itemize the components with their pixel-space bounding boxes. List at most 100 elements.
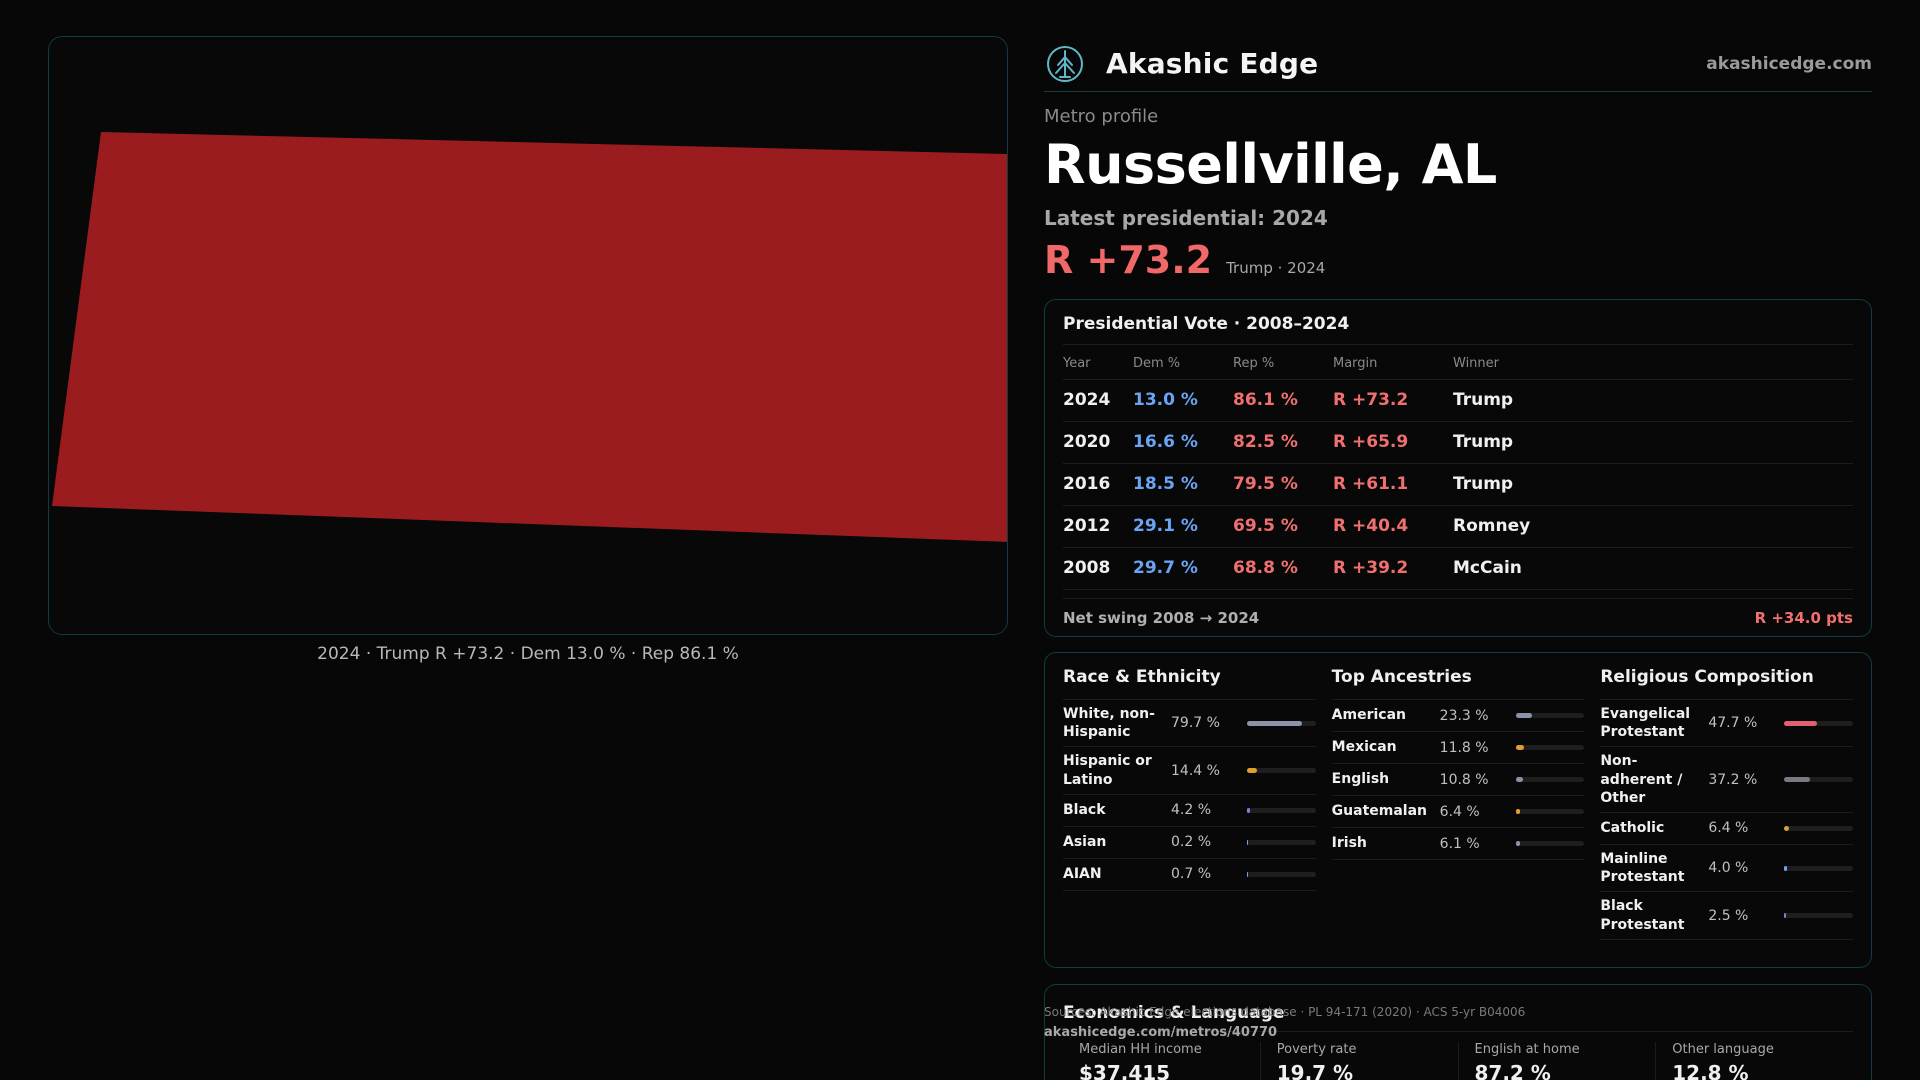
site-link[interactable]: akashicedge.com (1706, 53, 1872, 74)
economics-grid: Median HH income $37,415 Poverty rate 19… (1063, 1042, 1853, 1080)
item-value: 0.2 % (1171, 834, 1212, 851)
list-item: Asian 0.2 % (1063, 827, 1316, 859)
row-dem: 16.6 % (1133, 421, 1233, 464)
item-label: American (1331, 707, 1407, 724)
econ-label: English at home (1474, 1042, 1580, 1057)
item-value: 14.4 % (1171, 762, 1220, 779)
share-bar-fill (1515, 777, 1524, 782)
share-bar (1247, 807, 1316, 813)
share-bar-fill (1784, 777, 1810, 783)
economics-card: Economics & Language Median HH income $3… (1044, 984, 1872, 1080)
item-value: 6.1 % (1439, 835, 1480, 852)
metro-shape-map (52, 132, 1008, 542)
row-margin: R +61.1 (1333, 463, 1453, 506)
share-bar (1515, 809, 1585, 814)
row-winner: Trump (1453, 421, 1853, 464)
share-bar (1784, 865, 1854, 871)
item-value: 4.2 % (1171, 802, 1212, 819)
item-label: Black (1063, 802, 1106, 819)
ancestry-title: Top Ancestries (1331, 667, 1585, 700)
list-item: Black 4.2 % (1063, 795, 1316, 827)
item-label: Guatemalan (1331, 803, 1428, 820)
economics-title: Economics & Language (1063, 1003, 1853, 1032)
list-item: Catholic 6.4 % (1600, 813, 1854, 845)
share-bar-fill (1247, 768, 1257, 774)
presidential-vote-card: Presidential Vote · 2008–2024 Year Dem %… (1044, 299, 1872, 637)
row-winner: Trump (1453, 463, 1853, 506)
vote-table: Year Dem % Rep % Margin Winner 2024 13.0… (1063, 349, 1853, 590)
margin-value: R +73.2 (1044, 238, 1213, 283)
item-label: Evangelical Protestant (1600, 706, 1691, 741)
col-margin: Margin (1333, 349, 1453, 380)
tree-logo-icon (1047, 45, 1083, 82)
margin-summary: R +73.2 Trump · 2024 (1044, 238, 1872, 282)
row-margin: R +39.2 (1333, 547, 1453, 590)
brand-name: Akashic Edge (1106, 47, 1319, 80)
sources-note: Sources: Akashic Edge elections database… (1044, 1005, 1526, 1019)
religion-list: Evangelical Protestant 47.7 % Non-adherent… (1600, 700, 1854, 940)
share-bar (1247, 768, 1316, 774)
econ-value: 12.8 % (1672, 1061, 1749, 1080)
item-value: 6.4 % (1439, 803, 1480, 820)
demographics-card: Race & Ethnicity White, non-Hispanic 79.7… (1044, 652, 1872, 968)
col-year: Year (1063, 349, 1133, 380)
margin-subtitle: Trump · 2024 (1226, 259, 1326, 278)
row-rep: 69.5 % (1233, 505, 1333, 548)
share-bar-fill (1247, 871, 1249, 877)
row-dem: 29.1 % (1133, 505, 1233, 548)
list-item: Irish 6.1 % (1331, 828, 1585, 860)
share-bar-fill (1784, 913, 1787, 918)
econ-label: Other language (1672, 1042, 1774, 1057)
row-year: 2008 (1063, 547, 1133, 590)
item-value: 0.7 % (1171, 866, 1212, 883)
share-bar-fill (1784, 825, 1789, 831)
share-bar-fill (1515, 713, 1532, 718)
share-bar (1784, 825, 1854, 831)
item-label: Mexican (1331, 739, 1397, 756)
econ-label: Median HH income (1079, 1042, 1202, 1057)
item-value: 6.4 % (1708, 820, 1749, 837)
item-label: Mainline Protestant (1600, 850, 1685, 886)
share-bar-fill (1247, 807, 1250, 813)
list-item: Black Protestant 2.5 % (1600, 892, 1854, 940)
list-item: Non-adherent / Other 37.2 % (1600, 747, 1854, 813)
table-row: 2020 16.6 % 82.5 % R +65.9 Trump (1063, 421, 1853, 464)
source-url-link[interactable]: akashicedge.com/metros/40770 (1044, 1025, 1278, 1040)
swing-value: R +34.0 pts (1754, 608, 1853, 627)
item-label: Hispanic or Latino (1063, 753, 1152, 788)
item-value: 2.5 % (1708, 907, 1749, 924)
econ-cell: English at home 87.2 % (1457, 1042, 1656, 1080)
religion-section: Religious Composition Evangelical Protes… (1600, 667, 1854, 953)
list-item: Evangelical Protestant 47.7 % (1600, 700, 1854, 748)
col-dem: Dem % (1133, 349, 1233, 380)
share-bar (1515, 777, 1585, 782)
row-year: 2020 (1063, 421, 1133, 464)
latest-label: Latest presidential: 2024 (1044, 206, 1328, 231)
econ-value: 87.2 % (1474, 1061, 1551, 1080)
share-bar (1247, 871, 1316, 877)
list-item: Mexican 11.8 % (1331, 732, 1585, 764)
ancestry-list: American 23.3 % Mexican 11.8 % English 10.8 %… (1331, 700, 1585, 860)
share-bar (1247, 720, 1316, 726)
race-ethnicity-section: Race & Ethnicity White, non-Hispanic 79.7… (1063, 667, 1316, 953)
item-value: 37.2 % (1708, 771, 1758, 788)
econ-label: Poverty rate (1276, 1042, 1357, 1057)
metro-boundary-shape[interactable] (52, 132, 1008, 542)
item-label: Irish (1331, 835, 1367, 852)
profile-header: Akashic Edge akashicedge.com Metro profi… (1044, 36, 1872, 282)
vote-table-header: Year Dem % Rep % Margin Winner (1063, 349, 1853, 380)
item-value: 47.7 % (1708, 715, 1758, 732)
metro-map[interactable] (48, 36, 1008, 635)
share-bar (1784, 913, 1854, 918)
share-bar (1247, 839, 1316, 845)
econ-value: 19.7 % (1276, 1061, 1354, 1080)
table-row: 2024 13.0 % 86.1 % R +73.2 Trump (1063, 379, 1853, 422)
row-margin: R +73.2 (1333, 379, 1453, 422)
row-dem: 13.0 % (1133, 379, 1233, 422)
row-dem: 29.7 % (1133, 547, 1233, 590)
share-bar-fill (1784, 865, 1788, 871)
share-bar-fill (1515, 841, 1520, 846)
item-label: White, non-Hispanic (1063, 706, 1155, 741)
list-item: Guatemalan 6.4 % (1331, 796, 1585, 828)
share-bar-fill (1247, 839, 1249, 845)
